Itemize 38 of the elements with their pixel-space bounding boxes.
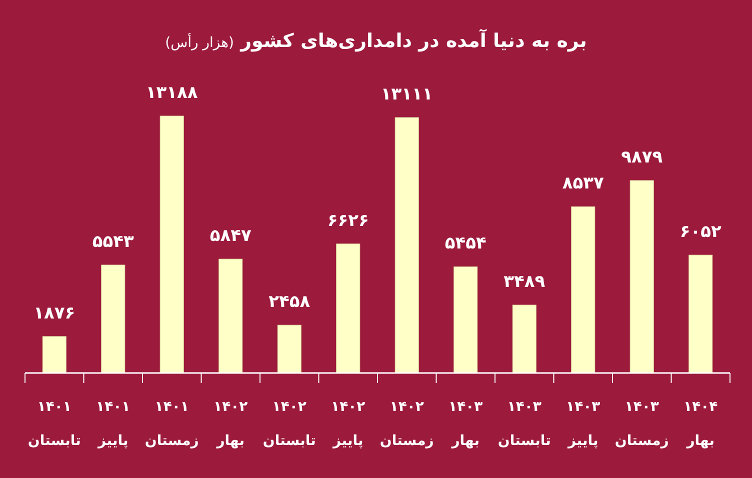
data-label: ۹۸۷۹ <box>621 147 664 168</box>
chart-title: بره به دنیا آمده در دامداری‌های کشور <box>240 30 587 52</box>
data-label: ۵۸۴۷ <box>210 226 252 246</box>
data-label: ۶۶۲۶ <box>327 210 369 231</box>
bar <box>394 117 419 374</box>
bar <box>160 116 184 374</box>
data-label: ۱۳۱۸۸ <box>146 83 198 103</box>
category-label: ۱۴۰۳ پاییز <box>566 399 600 449</box>
category-label: ۱۴۰۱ تابستان <box>28 399 81 449</box>
data-label: ۸۵۳۷ <box>562 174 604 194</box>
category-label: ۱۴۰۲ بهار <box>214 399 248 449</box>
data-label: ۱۸۷۶ <box>34 303 76 324</box>
category-label: ۱۴۰۳ زمستان <box>614 399 669 449</box>
data-label: ۳۴۸۹ <box>504 272 546 292</box>
category-label: ۱۴۰۴ بهار <box>684 399 718 449</box>
category-label: ۱۴۰۲ تابستان <box>262 399 316 449</box>
category-label: ۱۴۰۳ بهار <box>448 399 483 449</box>
bar <box>218 258 243 374</box>
bar <box>512 304 536 374</box>
bar <box>336 244 360 374</box>
data-label: ۶۰۵۲ <box>680 222 722 242</box>
bar <box>42 336 66 374</box>
category-label: ۱۴۰۲ پاییز <box>331 399 366 449</box>
bar <box>454 266 478 374</box>
bar <box>571 206 596 374</box>
data-label: ۵۵۴۳ <box>92 232 134 252</box>
data-label: ۵۴۵۴ <box>444 234 486 254</box>
chart-subtitle: (هزار رأس) <box>165 35 234 51</box>
data-label: ۱۳۱۱۱ <box>380 84 433 104</box>
bar <box>101 264 126 374</box>
bar <box>688 254 713 374</box>
bar <box>277 324 302 374</box>
category-label: ۱۴۰۱ زمستان <box>144 399 199 449</box>
data-label: ۲۴۵۸ <box>268 292 311 312</box>
category-label: ۱۴۰۳ تابستان <box>498 399 551 449</box>
category-label: ۱۴۰۱ پاییز <box>96 399 130 449</box>
bar <box>630 180 654 374</box>
category-label: ۱۴۰۲ زمستان <box>380 399 434 449</box>
